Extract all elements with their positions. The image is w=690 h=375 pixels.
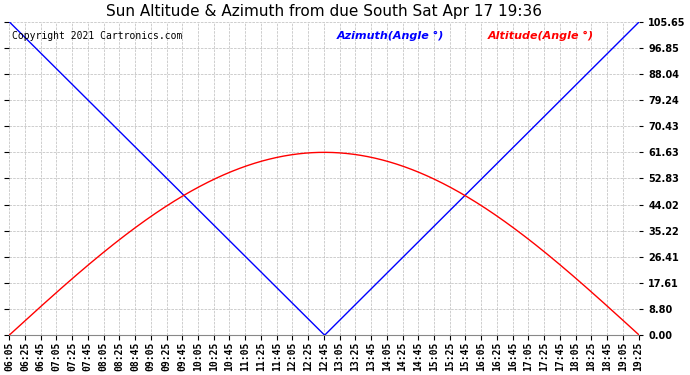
Text: Copyright 2021 Cartronics.com: Copyright 2021 Cartronics.com [12, 31, 183, 41]
Text: Altitude(Angle °): Altitude(Angle °) [488, 31, 594, 41]
Text: Azimuth(Angle °): Azimuth(Angle °) [337, 31, 444, 41]
Title: Sun Altitude & Azimuth from due South Sat Apr 17 19:36: Sun Altitude & Azimuth from due South Sa… [106, 4, 542, 19]
